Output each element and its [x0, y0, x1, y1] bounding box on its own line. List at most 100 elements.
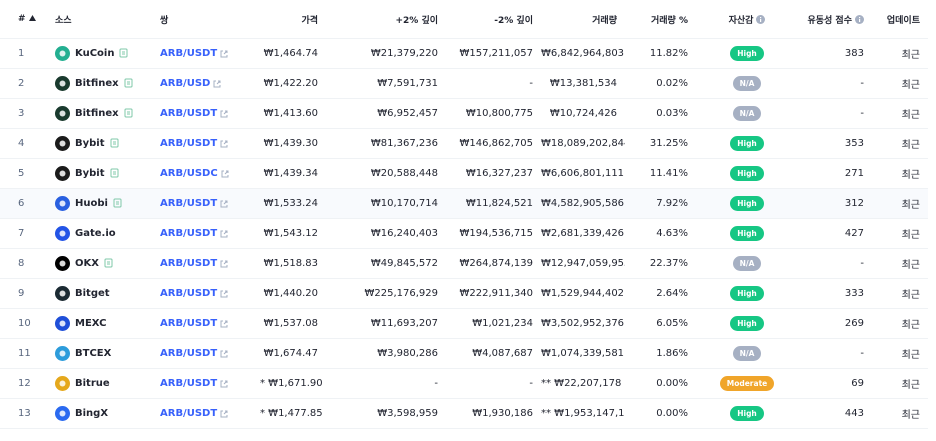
- header-rank[interactable]: #: [0, 0, 55, 39]
- plus-depth: ₩20,588,448: [326, 158, 446, 189]
- markets-table: # 소스 쌍 가격 +2% 깊이 -2% 깊이 거래량 거래량 % 자산감 유동…: [0, 0, 928, 429]
- exchange-icon: [55, 46, 70, 61]
- header-price[interactable]: 가격: [260, 0, 326, 39]
- table-row[interactable]: 9 Bitget ARB/USDT ₩1,440.20 ₩225,176,929 ₩222…: [0, 278, 928, 309]
- pair-link[interactable]: ARB/USDT: [160, 288, 228, 299]
- pair-link[interactable]: ARB/USDC: [160, 168, 229, 179]
- source[interactable]: Bitfinex: [55, 76, 152, 91]
- confidence-cell: High: [696, 278, 806, 309]
- external-link-icon: [220, 380, 228, 387]
- pair-link[interactable]: ARB/USDT: [160, 198, 228, 209]
- rank: 6: [0, 188, 55, 219]
- pair-link[interactable]: ARB/USDT: [160, 228, 228, 239]
- verified-icon: [110, 138, 119, 148]
- table-row[interactable]: 10 MEXC ARB/USDT ₩1,537.08 ₩11,693,207 ₩1,021…: [0, 308, 928, 339]
- source[interactable]: BTCEX: [55, 346, 152, 361]
- source[interactable]: Gate.io: [55, 226, 152, 241]
- rank: 1: [0, 38, 55, 69]
- table-row[interactable]: 5 Bybit ARB/USDC ₩1,439.34 ₩20,588,448 ₩16,32…: [0, 158, 928, 189]
- verified-icon: [124, 108, 133, 118]
- source[interactable]: MEXC: [55, 316, 152, 331]
- pair-link[interactable]: ARB/USDT: [160, 258, 228, 269]
- pair-cell: ARB/USDT: [160, 248, 260, 279]
- pair-cell: ARB/USDT: [160, 278, 260, 309]
- volume: ** ₩1,953,147,100: [541, 398, 625, 429]
- confidence-cell: High: [696, 308, 806, 339]
- info-icon[interactable]: [855, 14, 864, 24]
- volume-pct: 6.05%: [625, 308, 696, 339]
- external-link-icon: [220, 50, 228, 57]
- pair-link[interactable]: ARB/USDT: [160, 138, 228, 149]
- table-row[interactable]: 3 Bitfinex ARB/USDT ₩1,413.60 ₩6,952,457 ₩10,…: [0, 98, 928, 129]
- updated: 최근: [872, 98, 928, 129]
- source[interactable]: KuCoin: [55, 46, 152, 61]
- header-confidence[interactable]: 자산감: [696, 0, 806, 39]
- pair-link[interactable]: ARB/USDT: [160, 348, 228, 359]
- volume-pct: 22.37%: [625, 248, 696, 279]
- pair-link[interactable]: ARB/USDT: [160, 378, 228, 389]
- exchange-name: Bitrue: [75, 378, 110, 389]
- source[interactable]: Bitrue: [55, 376, 152, 391]
- source[interactable]: Huobi: [55, 196, 152, 211]
- external-link-icon: [220, 200, 228, 207]
- exchange-icon: [55, 136, 70, 151]
- icon-dot: [59, 200, 66, 207]
- header-source[interactable]: 소스: [55, 0, 160, 39]
- table-row[interactable]: 1 KuCoin ARB/USDT ₩1,464.74 ₩21,379,220 ₩157,…: [0, 38, 928, 69]
- liquidity: 427: [806, 218, 872, 249]
- table-row[interactable]: 6 Huobi ARB/USDT ₩1,533.24 ₩10,170,714 ₩11,82…: [0, 188, 928, 219]
- price: * ₩1,671.90: [260, 368, 326, 399]
- liquidity: 443: [806, 398, 872, 429]
- header-updated[interactable]: 업데이트: [872, 0, 928, 39]
- minus-depth: ₩11,824,521: [446, 188, 541, 219]
- table-row[interactable]: 13 BingX ARB/USDT * ₩1,477.85 ₩3,598,959 ₩1,9…: [0, 398, 928, 429]
- info-icon[interactable]: [756, 14, 766, 24]
- pair-link[interactable]: ARB/USDT: [160, 318, 228, 329]
- header-plus-depth[interactable]: +2% 깊이: [326, 0, 446, 39]
- table-row[interactable]: 2 Bitfinex ARB/USD ₩1,422.20 ₩7,591,731- ₩13,…: [0, 68, 928, 99]
- minus-depth: -: [446, 368, 541, 399]
- header-volume-pct[interactable]: 거래량 %: [625, 0, 696, 39]
- price: ₩1,422.20: [260, 68, 326, 99]
- pair-link[interactable]: ARB/USDT: [160, 108, 228, 119]
- source[interactable]: OKX: [55, 256, 152, 271]
- liquidity: 383: [806, 38, 872, 69]
- table-row[interactable]: 12 Bitrue ARB/USDT * ₩1,671.90- - ** ₩22,207,…: [0, 368, 928, 399]
- table-row[interactable]: 11 BTCEX ARB/USDT ₩1,674.47 ₩3,980,286 ₩4,087…: [0, 338, 928, 369]
- verified-icon: [110, 168, 119, 178]
- confidence-cell: Moderate: [696, 368, 806, 399]
- exchange-icon: [55, 196, 70, 211]
- icon-dot: [59, 380, 66, 387]
- price: ₩1,533.24: [260, 188, 326, 219]
- plus-depth: ₩3,598,959: [326, 398, 446, 429]
- header-volume[interactable]: 거래량: [541, 0, 625, 39]
- table-row[interactable]: 7 Gate.io ARB/USDT ₩1,543.12 ₩16,240,403 ₩194…: [0, 218, 928, 249]
- external-link: [220, 350, 228, 357]
- minus-depth: -: [446, 68, 541, 99]
- icon-dot: [59, 140, 66, 147]
- pair-link[interactable]: ARB/USDT: [160, 408, 228, 419]
- plus-depth: ₩3,980,286: [326, 338, 446, 369]
- source[interactable]: Bitfinex: [55, 106, 152, 121]
- liquidity: 69: [806, 368, 872, 399]
- rank: 5: [0, 158, 55, 189]
- table-row[interactable]: 8 OKX ARB/USDT ₩1,518.83 ₩49,845,572 ₩264,874…: [0, 248, 928, 279]
- source[interactable]: Bitget: [55, 286, 152, 301]
- pair-link[interactable]: ARB/USD: [160, 78, 221, 89]
- source[interactable]: Bybit: [55, 166, 152, 181]
- header-minus-depth[interactable]: -2% 깊이: [446, 0, 541, 39]
- header-liquidity[interactable]: 유동성 점수: [806, 0, 872, 39]
- liquidity: 312: [806, 188, 872, 219]
- exchange-icon: [55, 406, 70, 421]
- volume: ₩6,842,964,803: [541, 38, 625, 69]
- confidence-cell: N/A: [696, 98, 806, 129]
- source[interactable]: Bybit: [55, 136, 152, 151]
- liquidity: -: [806, 68, 872, 99]
- source-cell: Bitrue: [55, 368, 160, 399]
- source[interactable]: BingX: [55, 406, 152, 421]
- plus-depth: ₩81,367,236: [326, 128, 446, 159]
- pair-link[interactable]: ARB/USDT: [160, 48, 228, 59]
- header-pair[interactable]: 쌍: [160, 0, 260, 39]
- minus-depth: ₩4,087,687: [446, 338, 541, 369]
- table-row[interactable]: 4 Bybit ARB/USDT ₩1,439.30 ₩81,367,236 ₩146,8…: [0, 128, 928, 159]
